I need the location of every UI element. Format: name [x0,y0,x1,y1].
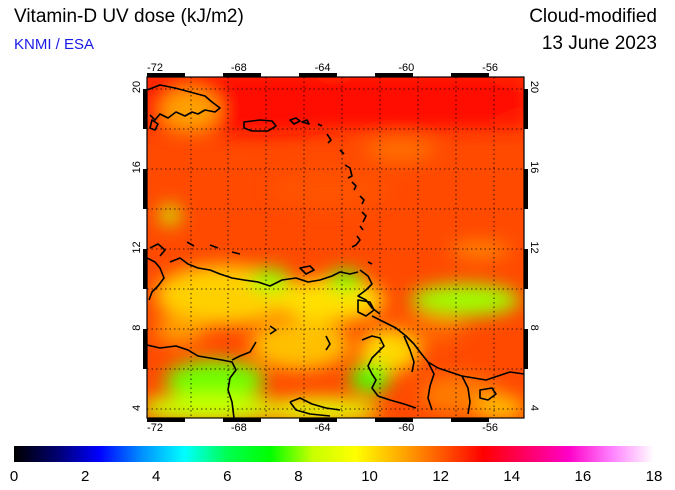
lon-tick-label-bottom: -72 [147,422,163,434]
colorbar-tick-label: 10 [361,468,378,485]
map-title: Vitamin-D UV dose (kJ/m2) [14,6,244,27]
colorbar-tick-label: 12 [432,468,449,485]
lat-tick-label-right: 12 [528,241,540,253]
lon-tick-label-bottom: -56 [482,422,498,434]
colorbar-tick-label: 0 [10,468,18,485]
uv-field [147,77,524,418]
coastlines [147,84,524,418]
lat-tick-label-right: 8 [528,325,540,331]
lon-tick-label-top: -60 [398,62,414,74]
lat-tick-label-left: 16 [131,161,143,173]
lon-tick-label-bottom: -64 [315,422,331,434]
date-label: 13 June 2023 [541,33,657,54]
lat-tick-label-right: 20 [528,81,540,93]
colorbar [14,446,654,462]
lat-tick-label-left: 4 [131,405,143,411]
colorbar-tick-label: 2 [81,468,89,485]
lon-labels-bottom: -72 -68 -64 -60 -56 [147,422,498,434]
colorbar-tick-label: 6 [223,468,231,485]
lat-tick-label-right: 16 [528,161,540,173]
lat-tick-label-left: 8 [131,325,143,331]
lat-tick-label-left: 12 [131,241,143,253]
colorbar-tick-label: 4 [152,468,160,485]
lon-tick-label-top: -56 [482,62,498,74]
lon-tick-label-top: -68 [231,62,247,74]
colorbar-tick-label: 8 [294,468,302,485]
lon-tick-label-bottom: -60 [398,422,414,434]
lon-tick-label-top: -64 [315,62,331,74]
lat-labels-right: 4 8 12 16 20 [528,81,540,411]
lon-labels-top: -72 -68 -64 -60 -56 [147,62,498,74]
source-label: KNMI / ESA [14,36,95,53]
lon-tick-label-bottom: -68 [231,422,247,434]
colorbar-tick-label: 18 [646,468,663,485]
lat-labels-left: 4 8 12 16 20 [131,81,143,411]
lat-tick-label-right: 4 [528,405,540,411]
product-label: Cloud-modified [529,6,657,27]
lon-tick-label-top: -72 [147,62,163,74]
colorbar-labels: 0 2 4 6 8 10 12 14 16 18 [10,468,663,485]
lat-tick-label-left: 20 [131,81,143,93]
colorbar-tick-label: 14 [503,468,520,485]
frame-ticks [143,73,528,422]
colorbar-tick-label: 16 [575,468,592,485]
